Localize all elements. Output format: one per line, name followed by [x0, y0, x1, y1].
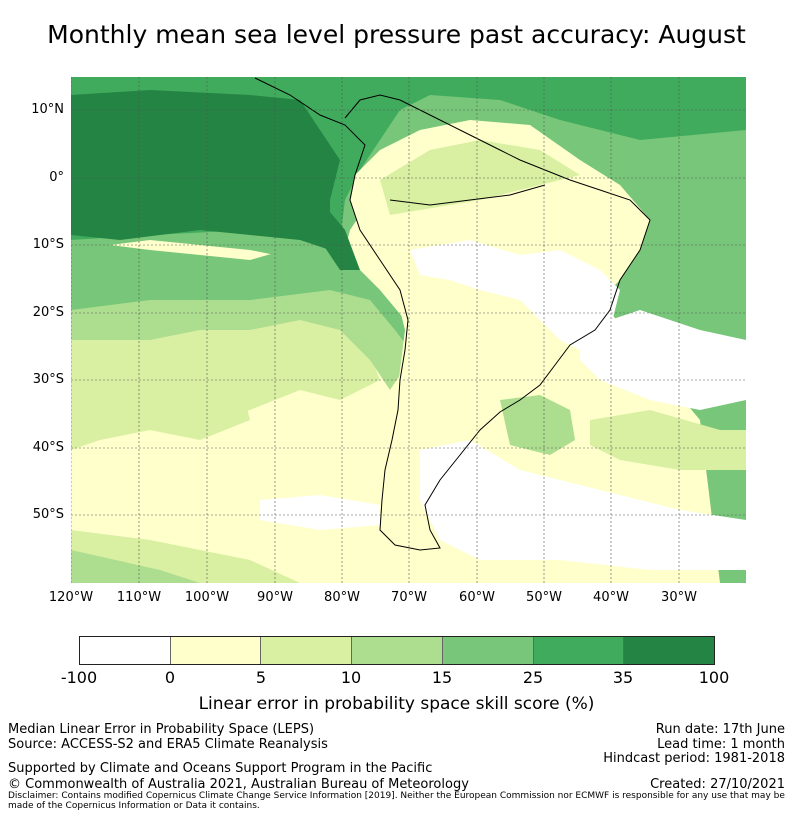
colorbar-tick: 5: [255, 668, 267, 687]
colorbar-swatch: [80, 637, 171, 664]
lat-label: 50°S: [32, 507, 64, 522]
colorbar-tick: -100: [60, 668, 98, 687]
lat-label: 20°S: [32, 305, 64, 320]
colorbar-swatch: [624, 637, 715, 664]
footer-source: Source: ACCESS-S2 and ERA5 Climate Reana…: [8, 737, 328, 752]
colorbar-label: Linear error in probability space skill …: [198, 694, 595, 714]
lon-label: 80°W: [324, 590, 360, 605]
skill-field: [71, 77, 746, 583]
colorbar-swatch: [261, 637, 353, 664]
lon-label: 30°W: [661, 590, 697, 605]
footer-lead-time: Lead time: 1 month: [657, 737, 785, 752]
colorbar-swatch: [442, 637, 534, 664]
colorbar-tick: 10: [340, 668, 362, 687]
colorbar-swatch: [352, 637, 443, 664]
chart-title: Monthly mean sea level pressure past acc…: [47, 20, 746, 49]
lon-label: 100°W: [184, 590, 230, 605]
lat-label: 10°N: [31, 102, 64, 117]
region-15-25: [71, 240, 410, 350]
lat-label: 0°: [49, 170, 64, 185]
lon-label: 110°W: [116, 590, 162, 605]
colorbar-tick: 100: [698, 668, 730, 687]
colorbar-swatch: [533, 637, 625, 664]
lon-label: 120°W: [48, 590, 94, 605]
colorbar-tick: 0: [164, 668, 176, 687]
footer-created: Created: 27/10/2021: [650, 777, 785, 792]
map-panel: [71, 77, 746, 583]
coastline: [254, 77, 651, 551]
footer-run-date: Run date: 17th June: [655, 722, 785, 737]
colorbar-tick: 35: [612, 668, 634, 687]
colorbar-tick: 15: [431, 668, 453, 687]
colorbar: [79, 636, 715, 665]
lon-label: 60°W: [459, 590, 495, 605]
footer-support: Supported by Climate and Oceans Support …: [8, 761, 433, 776]
lon-label: 90°W: [257, 590, 293, 605]
footer-disclaimer: Disclaimer: Contains modified Copernicus…: [8, 791, 785, 811]
lon-label: 70°W: [391, 590, 427, 605]
footer-copyright: © Commonwealth of Australia 2021, Austra…: [8, 777, 469, 792]
lat-label: 30°S: [32, 372, 64, 387]
colorbar-swatch: [170, 637, 262, 664]
footer-method: Median Linear Error in Probability Space…: [8, 722, 315, 737]
colorbar-tick: 25: [522, 668, 544, 687]
river: [389, 184, 546, 206]
lon-label: 50°W: [526, 590, 562, 605]
lon-label: 40°W: [593, 590, 629, 605]
lat-label: 40°S: [32, 440, 64, 455]
footer-hindcast: Hindcast period: 1981-2018: [603, 751, 785, 766]
region-35-100: [71, 90, 340, 250]
region-below-0: [410, 240, 620, 350]
lat-label: 10°S: [32, 237, 64, 252]
gridlines: [71, 77, 746, 583]
